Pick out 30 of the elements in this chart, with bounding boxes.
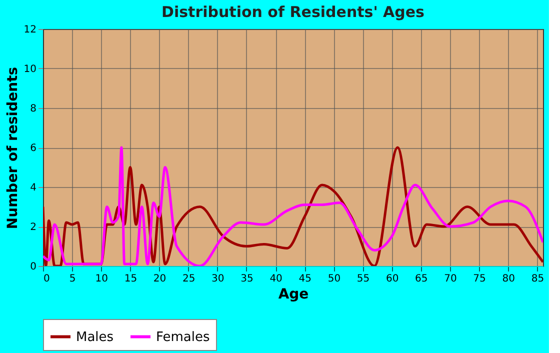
x-tick-label: 75 [473, 274, 486, 284]
x-tick-label: 55 [356, 274, 370, 284]
legend-label: Males [76, 330, 114, 345]
y-tick-label: 10 [24, 64, 36, 75]
x-tick-label: 80 [502, 274, 515, 284]
x-tick-label: 40 [270, 274, 282, 284]
x-tick-label: 35 [240, 274, 254, 284]
x-tick-label: 50 [328, 274, 341, 284]
x-tick-label: 0 [44, 274, 50, 284]
chart-title: Distribution of Residents' Ages [162, 3, 425, 21]
x-tick-label: 30 [212, 274, 224, 284]
y-axis-title: Number of residents [4, 66, 21, 230]
x-tick-label: 20 [153, 274, 166, 284]
x-tick-label: 65 [415, 274, 428, 284]
x-tick-label: 60 [386, 274, 399, 284]
x-tick-label: 15 [124, 274, 138, 284]
y-tick-label: 0 [30, 262, 36, 272]
y-tick-label: 8 [30, 104, 36, 114]
x-tick-label: 5 [69, 274, 76, 284]
x-axis-title: Age [278, 286, 309, 302]
y-tick-label: 6 [30, 143, 36, 154]
x-tick-label: 10 [95, 274, 108, 284]
x-tick-label: 25 [182, 274, 196, 284]
x-tick-label: 85 [531, 274, 544, 284]
legend-label: Females [156, 330, 210, 345]
x-tick-label: 70 [444, 274, 457, 284]
x-tick-label: 45 [298, 274, 312, 284]
y-tick-label: 2 [30, 222, 36, 233]
y-tick-label: 12 [24, 24, 36, 36]
y-tick-label: 4 [30, 182, 36, 194]
